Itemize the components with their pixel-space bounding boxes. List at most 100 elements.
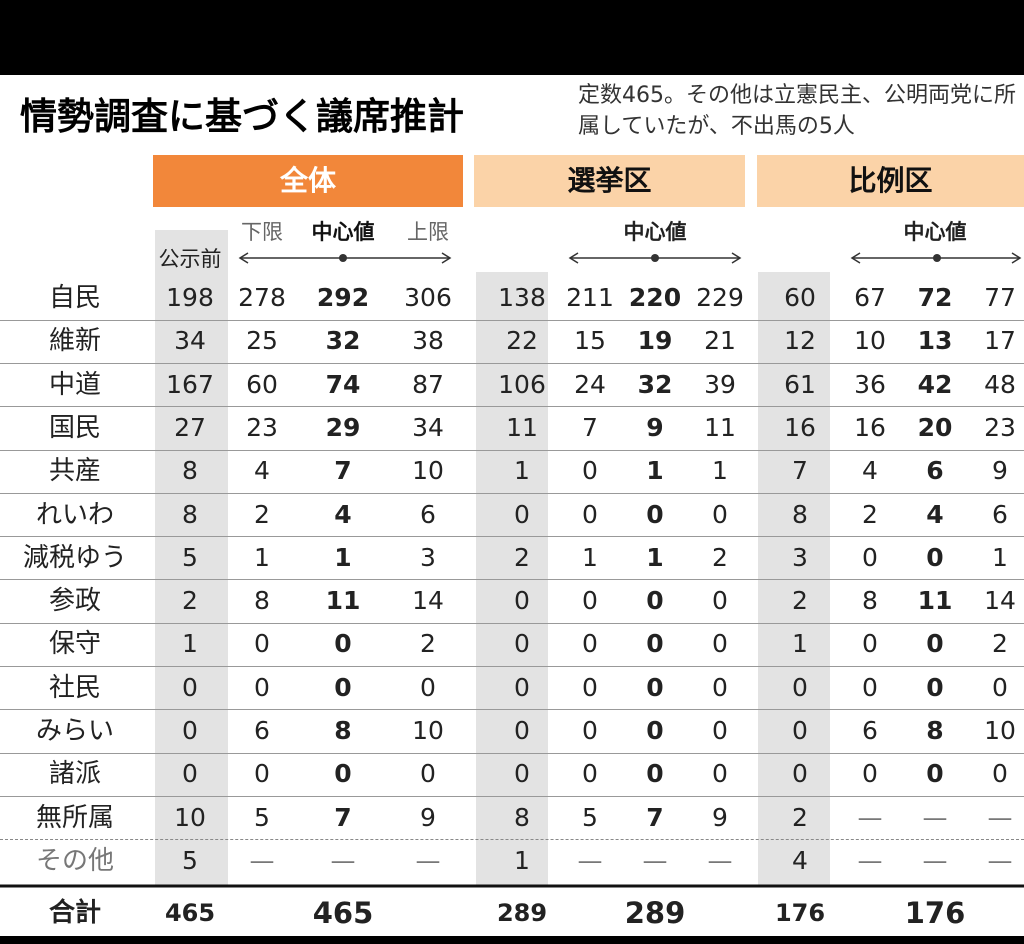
total-cell: 465 (312, 896, 374, 930)
party-label: 国民 (48, 412, 101, 443)
party-label: 保守 (48, 629, 101, 660)
value-cell: 0 (582, 586, 598, 616)
column-header: 中心値 (903, 220, 967, 244)
value-cell: 36 (854, 369, 886, 399)
value-cell: 1 (182, 629, 198, 659)
value-cell: 24 (574, 369, 606, 399)
value-cell: 211 (566, 283, 614, 312)
value-cell: 7 (646, 802, 664, 832)
value-cell: 8 (254, 586, 270, 616)
value-cell: 0 (862, 629, 878, 659)
value-cell: 32 (325, 326, 361, 356)
value-cell: 14 (412, 586, 444, 616)
value-cell: 10 (854, 326, 886, 356)
value-cell: 3 (420, 542, 436, 572)
value-cell: 38 (412, 326, 444, 356)
value-cell: 0 (646, 586, 664, 616)
value-cell: 3 (792, 542, 808, 572)
row-separator (0, 666, 1024, 668)
row-separator (0, 839, 1024, 841)
value-cell: 1 (514, 845, 530, 875)
value-cell: 48 (984, 369, 1016, 399)
value-cell: 2 (792, 802, 808, 832)
column-header: 中心値 (623, 220, 687, 244)
value-cell: 0 (514, 759, 530, 789)
value-cell: 0 (712, 672, 728, 702)
value-cell: — (987, 845, 1013, 875)
column-shade (155, 230, 228, 886)
value-cell: 21 (704, 326, 736, 356)
value-cell: — (249, 845, 275, 875)
value-cell: 1 (792, 629, 808, 659)
value-cell: 106 (498, 369, 546, 399)
value-cell: 0 (334, 759, 352, 789)
value-cell: 27 (174, 412, 206, 442)
total-label: 合計 (48, 898, 101, 928)
row-separator (0, 579, 1024, 581)
value-cell: 23 (984, 412, 1016, 442)
value-cell: — (577, 845, 603, 875)
value-cell: 5 (582, 802, 598, 832)
value-cell: 10 (412, 456, 444, 486)
value-cell: 0 (582, 499, 598, 529)
value-cell: 167 (166, 369, 214, 399)
value-cell: — (330, 845, 356, 875)
value-cell: 1 (712, 456, 728, 486)
value-cell: 0 (334, 672, 352, 702)
top-bar (0, 0, 1024, 75)
value-cell: 7 (582, 412, 598, 442)
value-cell: 0 (514, 586, 530, 616)
value-cell: 2 (862, 499, 878, 529)
value-cell: 0 (582, 672, 598, 702)
value-cell: 4 (334, 499, 352, 529)
value-cell: 0 (182, 716, 198, 745)
value-cell: 0 (582, 759, 598, 789)
value-cell: 9 (420, 802, 436, 832)
value-cell: 8 (862, 586, 878, 616)
value-cell: 1 (992, 542, 1008, 572)
value-cell: 12 (784, 326, 816, 356)
value-cell: 0 (582, 629, 598, 659)
value-cell: 6 (862, 716, 878, 745)
value-cell: 0 (254, 759, 270, 789)
value-cell: 1 (646, 456, 664, 486)
value-cell: 1 (582, 542, 598, 572)
party-label: 中道 (48, 369, 101, 400)
value-cell: 0 (646, 716, 664, 745)
value-cell: 74 (325, 369, 361, 399)
value-cell: 6 (926, 456, 944, 486)
value-cell: 9 (712, 802, 728, 832)
row-separator (0, 319, 1024, 321)
column-shade (476, 272, 548, 886)
row-separator (0, 752, 1024, 754)
value-cell: 0 (646, 759, 664, 789)
value-cell: 32 (637, 369, 673, 399)
value-cell: 0 (254, 629, 270, 659)
value-cell: 292 (316, 283, 370, 312)
value-cell: 4 (862, 456, 878, 486)
value-cell: 39 (704, 369, 736, 399)
value-cell: 2 (254, 499, 270, 529)
value-cell: 5 (254, 802, 270, 832)
value-cell: 0 (582, 456, 598, 486)
value-cell: 0 (420, 759, 436, 789)
row-separator (0, 709, 1024, 711)
party-label: 諸派 (48, 759, 101, 790)
value-cell: 67 (854, 283, 886, 312)
party-label: 社民 (48, 672, 101, 703)
value-cell: 0 (514, 716, 530, 745)
value-cell: 34 (174, 326, 206, 356)
value-cell: 13 (917, 326, 953, 356)
row-separator (0, 406, 1024, 408)
total-cell: 289 (496, 899, 548, 927)
value-cell: 6 (420, 499, 436, 529)
group-header: 全体 (153, 155, 463, 207)
value-cell: 0 (862, 759, 878, 789)
row-separator (0, 492, 1024, 494)
value-cell: 61 (784, 369, 816, 399)
value-cell: 15 (574, 326, 606, 356)
group-header: 選挙区 (474, 155, 745, 207)
value-cell: 2 (992, 629, 1008, 659)
